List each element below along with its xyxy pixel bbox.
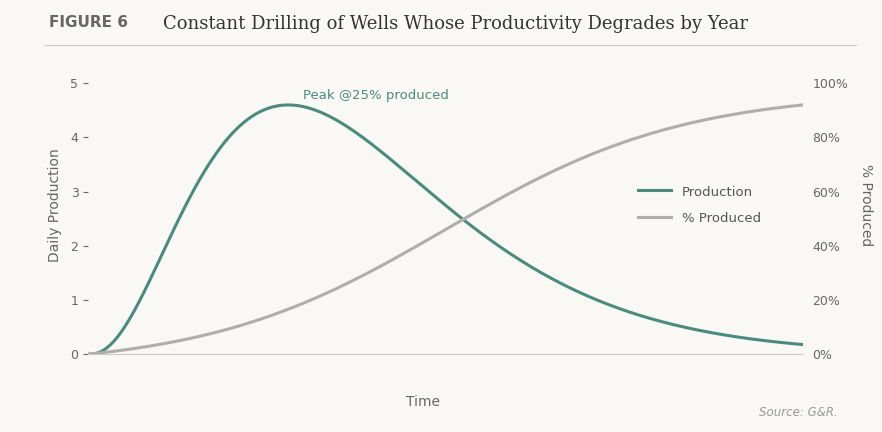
Y-axis label: % Produced: % Produced — [859, 164, 873, 246]
Text: Time: Time — [407, 395, 440, 409]
Legend: Production, % Produced: Production, % Produced — [632, 178, 767, 232]
Y-axis label: Daily Production: Daily Production — [49, 148, 62, 262]
Text: Peak @25% produced: Peak @25% produced — [303, 89, 448, 102]
Text: FIGURE 6: FIGURE 6 — [49, 15, 128, 30]
Text: Constant Drilling of Wells Whose Productivity Degrades by Year: Constant Drilling of Wells Whose Product… — [163, 15, 748, 33]
Text: Source: G&R.: Source: G&R. — [759, 406, 838, 419]
